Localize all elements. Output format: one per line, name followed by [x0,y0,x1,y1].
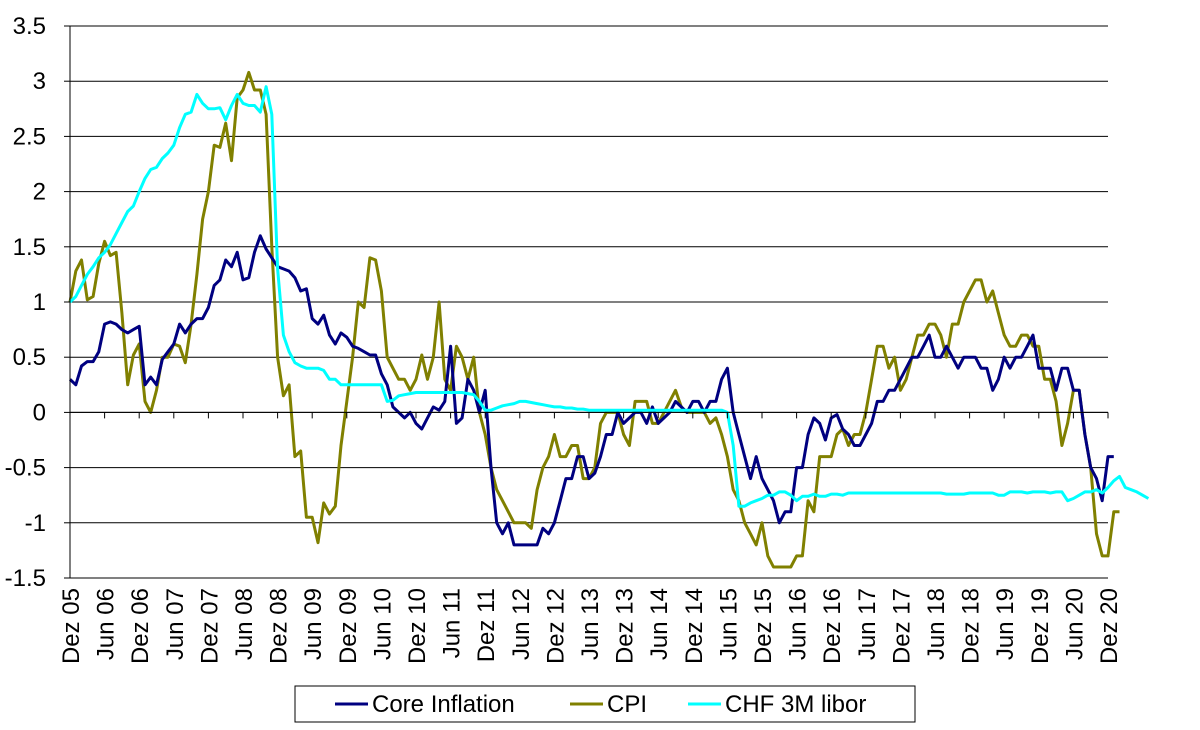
y-tick-label: -1.5 [5,565,46,592]
legend-label-cpi: CPI [607,691,647,718]
axes [64,25,1109,579]
x-tick-label: Dez 20 [1096,588,1123,664]
x-tick-label: Jun 15 [715,588,742,660]
y-tick-label: 3 [33,68,46,95]
x-tick-label: Jun 18 [923,588,950,660]
y-tick-label: 3.5 [13,13,46,40]
x-tick-label: Dez 16 [819,588,846,664]
x-tick-label: Dez 10 [404,588,431,664]
x-tick-label: Dez 18 [958,588,985,664]
x-tick-label: Jun 10 [369,588,396,660]
legend-label-chf-3m-libor: CHF 3M libor [725,691,866,718]
x-tick-label: Jun 11 [439,588,466,658]
x-tick-label: Dez 09 [335,588,362,664]
legend-box [294,685,916,723]
legend-label-core-inflation: Core Inflation [372,691,515,718]
x-tick-label: Dez 08 [266,588,293,664]
x-tick-label: Jun 14 [646,588,673,660]
series-lines [68,70,1150,569]
x-axis-tick-labels: Dez 05 Jun 06 Dez 06 Jun 07 Dez 07 Jun 08 Dez … [58,588,1123,664]
series-line-chf-3m-libor [68,85,1150,508]
x-tick-label: Jun 06 [93,588,120,660]
y-tick-label: 1 [33,289,46,316]
x-tick-label: Dez 15 [750,588,777,664]
x-tick-label: Dez 05 [58,588,85,664]
x-tick-label: Dez 19 [1027,588,1054,664]
y-tick-label: -0.5 [5,455,46,482]
x-tick-label: Jun 07 [162,588,189,660]
y-tick-label: -1 [25,510,46,537]
y-tick-label: 2 [33,179,46,206]
x-tick-label: Dez 07 [196,588,223,664]
x-tick-label: Jun 09 [300,588,327,660]
legend: Core Inflation CPI CHF 3M libor [294,685,916,723]
x-tick-label: Dez 12 [542,588,569,664]
x-tick-label: Dez 11 [473,588,500,662]
x-tick-label: Jun 08 [231,588,258,660]
series-line-core-inflation [68,234,1114,547]
x-tick-label: Dez 14 [681,588,708,664]
x-tick-label: Dez 13 [612,588,639,664]
y-tick-label: 0.5 [13,344,46,371]
x-tick-label: Jun 20 [1061,588,1088,660]
gridlines [70,25,1108,524]
y-tick-label: 2.5 [13,123,46,150]
x-tick-label: Dez 06 [127,588,154,664]
x-tick-label: Jun 19 [992,588,1019,660]
x-tick-label: Dez 17 [888,588,915,664]
x-tick-label: Jun 13 [577,588,604,660]
y-tick-label: 0 [33,399,46,426]
x-tick-label: Jun 16 [785,588,812,660]
y-tick-label: 1.5 [13,234,46,261]
x-tick-label: Jun 17 [854,588,881,660]
x-tick-label: Jun 12 [508,588,535,660]
y-axis-tick-labels: -1.5 -1 -0.5 0 0.5 1 1.5 2 2.5 3 3.5 [5,13,46,592]
